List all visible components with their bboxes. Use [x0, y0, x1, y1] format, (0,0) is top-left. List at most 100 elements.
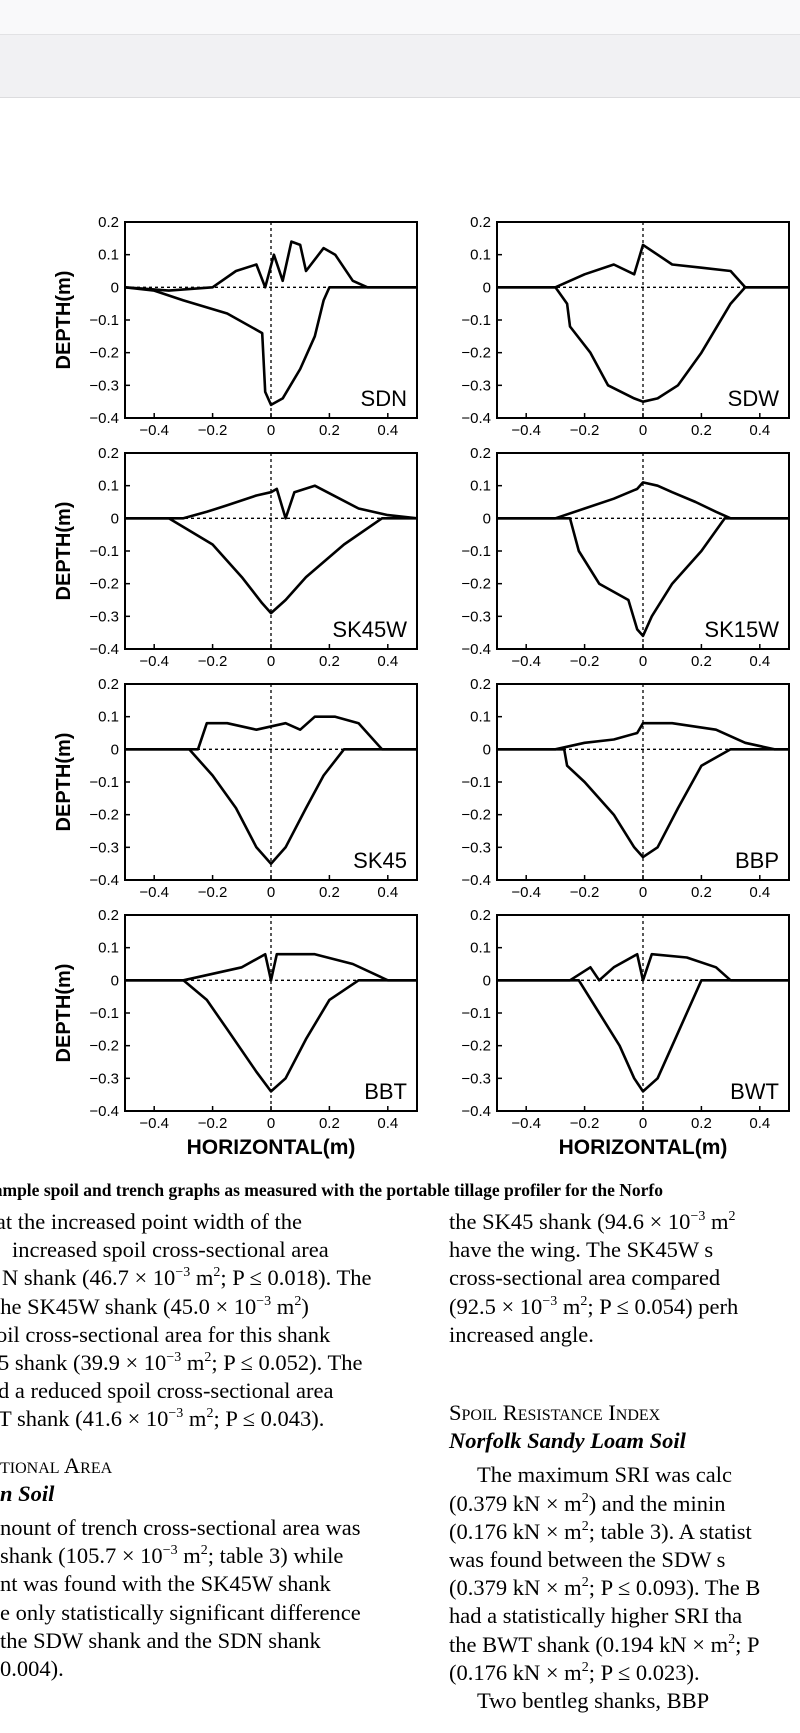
- spoil-profile-line: [125, 952, 417, 982]
- x-tick-label: −0.4: [511, 884, 541, 901]
- y-tick-label: −0.3: [461, 839, 491, 856]
- y-tick-label: −0.4: [461, 410, 491, 427]
- browser-top-bar: [0, 0, 800, 35]
- profile-panel-bbp: 0.2 0.1 0 −0.1 −0.2 −0.3 −0.4 −0.4 −0.2 0 0.2 0.4 BB…: [461, 676, 790, 901]
- text-line: The maximum SRI was calc: [477, 1462, 732, 1488]
- y-tick-label: −0.2: [89, 1038, 119, 1055]
- y-tick-label: 0: [111, 972, 119, 989]
- x-tick-label: 0.4: [377, 884, 398, 901]
- text-line: was found between the SDW s: [449, 1547, 726, 1573]
- spoil-profile-line: [497, 952, 789, 982]
- y-tick-label: 0: [111, 279, 119, 296]
- text-line: N shank (46.7 × 10−3 m2; P ≤ 0.018). The: [2, 1265, 372, 1291]
- trench-profile-line: [124, 286, 417, 407]
- y-tick-label: −0.1: [89, 774, 119, 791]
- text-line: the SK45 shank (94.6 × 10−3 m2: [449, 1209, 736, 1234]
- text-line: (0.379 kN × m2) and the minin: [449, 1490, 726, 1516]
- y-tick-label: 0: [483, 741, 491, 758]
- y-tick-label: −0.2: [89, 345, 119, 362]
- y-tick-label: −0.1: [89, 543, 119, 560]
- profile-panel-sdn: 0.2 0.1 0 −0.1 −0.2 −0.3 −0.4 −0.4 −0.2 0 0.2 0.4 SD…: [53, 214, 418, 439]
- y-tick-label: −0.2: [89, 807, 119, 824]
- y-tick-label: 0.2: [98, 214, 119, 231]
- y-tick-label: 0.2: [98, 445, 119, 462]
- y-tick-label: −0.1: [461, 774, 491, 791]
- y-tick-label: −0.4: [461, 641, 491, 658]
- x-tick-label: −0.2: [570, 1115, 600, 1132]
- text-line: nt was found with the SK45W shank: [0, 1571, 331, 1597]
- y-axis-label: DEPTH(m): [53, 733, 75, 832]
- x-tick-label: 0.4: [749, 422, 770, 439]
- text-line: the SK45W shank (45.0 × 10−3 m2): [0, 1293, 309, 1319]
- text-line: 5 shank (39.9 × 10−3 m2; P ≤ 0.052). The: [0, 1350, 363, 1376]
- x-tick-label: 0: [267, 1115, 275, 1132]
- profile-panel-sk45: 0.2 0.1 0 −0.1 −0.2 −0.3 −0.4 −0.4 −0.2 0 0.2 0.4 SK…: [53, 676, 418, 901]
- spoil-profile-line: [125, 484, 418, 520]
- panel-title: BWT: [730, 1079, 779, 1104]
- trench-profile-line: [497, 286, 789, 404]
- y-tick-label: −0.4: [89, 410, 119, 427]
- trench-profile-line: [125, 516, 417, 615]
- section-heading: Spoil Resistance Index: [449, 1400, 661, 1426]
- y-tick-label: −0.2: [461, 807, 491, 824]
- y-tick-label: 0.1: [470, 940, 491, 957]
- y-tick-label: 0.2: [470, 214, 491, 231]
- text-line: Two bentleg shanks, BBP: [477, 1688, 710, 1714]
- x-tick-label: 0.2: [319, 653, 340, 670]
- x-tick-label: −0.2: [198, 653, 228, 670]
- y-tick-label: 0: [111, 510, 119, 527]
- text-line: d a reduced spoil cross-sectional area: [0, 1378, 334, 1404]
- profile-figure: 0.2 0.1 0 −0.1 −0.2 −0.3 −0.4 −0.4 −0.2 0 0.2 0.4 SD…: [53, 214, 790, 1159]
- y-tick-label: −0.2: [461, 576, 491, 593]
- text-line: had a statistically higher SRI tha: [449, 1603, 743, 1629]
- y-tick-label: −0.2: [89, 576, 119, 593]
- x-tick-label: −0.4: [511, 1115, 541, 1132]
- text-line: the SDW shank and the SDN shank: [0, 1627, 321, 1653]
- y-tick-label: −0.1: [461, 1005, 491, 1022]
- text-line: nount of trench cross-sectional area was: [0, 1515, 361, 1541]
- y-tick-label: 0.1: [470, 247, 491, 264]
- y-tick-label: 0.1: [98, 940, 119, 957]
- y-tick-label: 0.1: [470, 709, 491, 726]
- y-tick-label: 0.1: [98, 709, 119, 726]
- x-tick-label: 0.4: [749, 653, 770, 670]
- y-tick-label: −0.3: [461, 377, 491, 394]
- panel-title: SDW: [728, 386, 780, 411]
- y-axis-label: DEPTH(m): [53, 271, 75, 370]
- trench-profile-line: [497, 978, 789, 1093]
- y-tick-label: 0.1: [98, 247, 119, 264]
- trench-profile-line: [125, 978, 417, 1093]
- y-tick-label: −0.3: [89, 839, 119, 856]
- y-tick-label: −0.3: [89, 1070, 119, 1087]
- x-tick-label: −0.4: [139, 1115, 169, 1132]
- trench-profile-line: [497, 747, 789, 859]
- text-line: increased angle.: [449, 1321, 594, 1347]
- y-tick-label: −0.1: [461, 543, 491, 560]
- x-axis-label: HORIZONTAL(m): [187, 1136, 356, 1159]
- y-tick-label: −0.3: [89, 377, 119, 394]
- x-tick-label: 0.4: [377, 422, 398, 439]
- text-line: (92.5 × 10−3 m2; P ≤ 0.054) perh: [449, 1293, 739, 1319]
- profile-panel-bbt: 0.2 0.1 0 −0.1 −0.2 −0.3 −0.4 −0.4 −0.2 0 0.2 0.4 BB…: [53, 907, 418, 1132]
- spoil-profile-line: [497, 721, 789, 751]
- y-tick-label: 0.2: [98, 907, 119, 924]
- x-tick-label: −0.4: [139, 884, 169, 901]
- x-tick-label: 0: [639, 884, 647, 901]
- y-tick-label: −0.1: [461, 312, 491, 329]
- x-tick-label: −0.2: [570, 422, 600, 439]
- y-tick-label: −0.2: [461, 345, 491, 362]
- x-tick-label: 0.4: [377, 653, 398, 670]
- text-line: T shank (41.6 × 10−3 m2; P ≤ 0.043).: [0, 1406, 325, 1432]
- x-tick-label: −0.2: [198, 1115, 228, 1132]
- y-tick-label: −0.2: [461, 1038, 491, 1055]
- x-tick-label: 0: [267, 422, 275, 439]
- y-tick-label: −0.1: [89, 312, 119, 329]
- text-line: shank (105.7 × 10−3 m2; table 3) while: [0, 1543, 344, 1569]
- x-tick-label: −0.2: [570, 653, 600, 670]
- y-tick-label: −0.4: [89, 1103, 119, 1120]
- y-tick-label: −0.4: [461, 1103, 491, 1120]
- x-tick-label: 0: [639, 1115, 647, 1132]
- figure-caption: xample spoil and trench graphs as measur…: [0, 1180, 663, 1200]
- x-tick-label: 0.4: [749, 884, 770, 901]
- section-subheading: n Soil: [0, 1480, 55, 1506]
